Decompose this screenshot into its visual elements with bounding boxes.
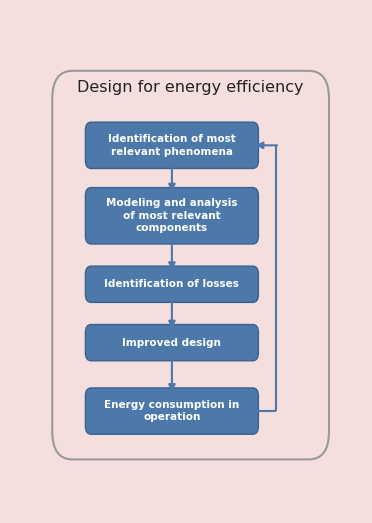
FancyBboxPatch shape: [52, 71, 329, 459]
Text: Improved design: Improved design: [122, 338, 221, 348]
Text: Identification of losses: Identification of losses: [105, 279, 239, 289]
Text: Design for energy efficiency: Design for energy efficiency: [77, 80, 304, 95]
Text: Energy consumption in
operation: Energy consumption in operation: [104, 400, 240, 422]
Text: Modeling and analysis
of most relevant
components: Modeling and analysis of most relevant c…: [106, 198, 238, 233]
FancyBboxPatch shape: [86, 388, 259, 434]
FancyBboxPatch shape: [86, 266, 259, 302]
FancyBboxPatch shape: [86, 188, 259, 244]
FancyBboxPatch shape: [86, 324, 259, 361]
FancyBboxPatch shape: [86, 122, 259, 168]
Text: Identification of most
relevant phenomena: Identification of most relevant phenomen…: [108, 134, 236, 156]
